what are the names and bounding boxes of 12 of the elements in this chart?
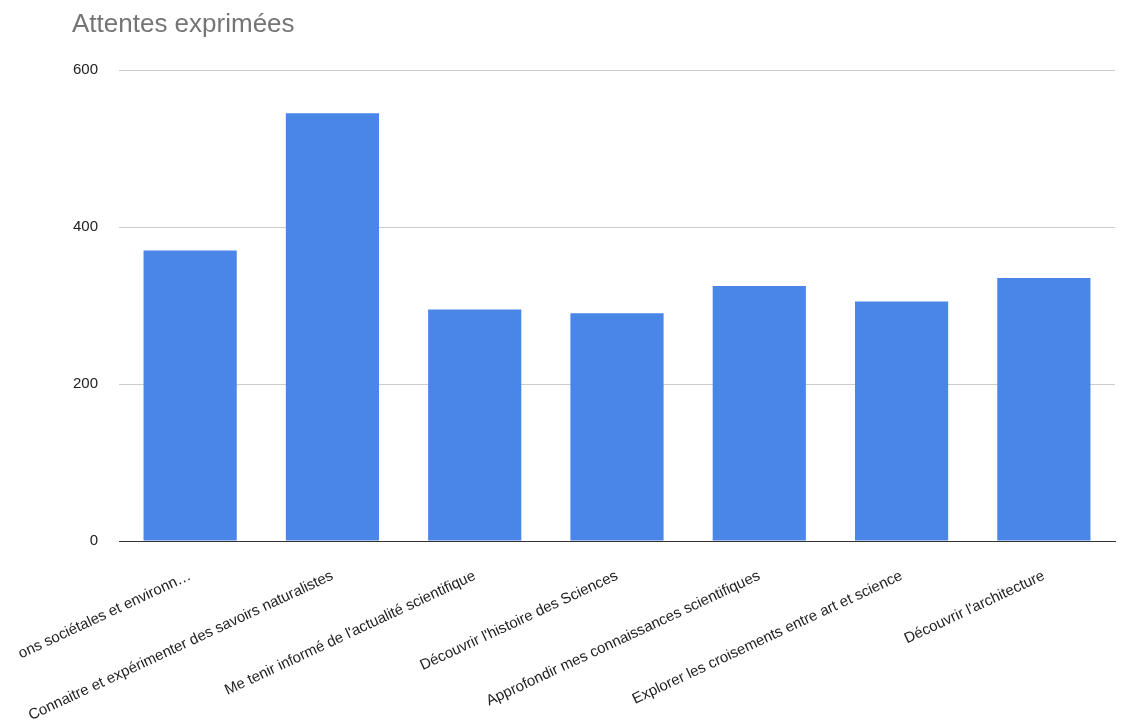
chart-title: Attentes exprimées [72, 8, 295, 39]
y-tick-label: 0 [89, 531, 98, 549]
bar [570, 313, 664, 541]
bar [285, 113, 380, 541]
y-tick-label: 200 [72, 374, 98, 392]
y-tick-label: 600 [72, 60, 98, 78]
bar [997, 278, 1091, 541]
bar [428, 309, 522, 541]
bar [712, 285, 806, 541]
bar [143, 250, 237, 541]
bar [854, 301, 949, 541]
y-tick-label: 400 [72, 217, 98, 235]
